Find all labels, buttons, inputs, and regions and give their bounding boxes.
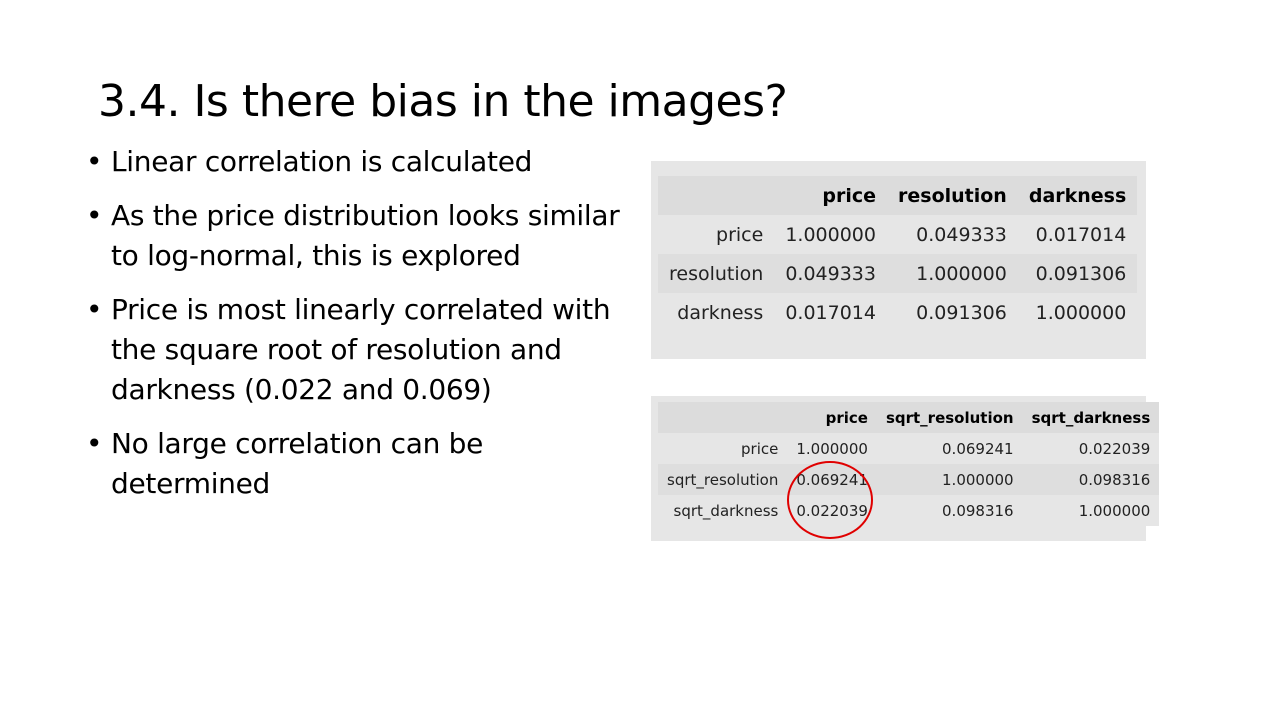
table-cell: 0.017014 (1017, 215, 1138, 254)
column-header: sqrt_darkness (1022, 402, 1160, 433)
row-label: sqrt_darkness (658, 495, 788, 526)
column-header (658, 402, 788, 433)
row-label: sqrt_resolution (658, 464, 788, 495)
bullet-glyph: • (86, 293, 103, 326)
bullet-text: Price is most linearly correlated with t… (111, 293, 611, 406)
table-cell: 0.091306 (887, 293, 1018, 332)
table-row: price 1.000000 0.069241 0.022039 (658, 433, 1160, 464)
slide-title: 3.4. Is there bias in the images? (98, 76, 788, 127)
column-header: price (787, 402, 877, 433)
table-cell: 0.022039 (1022, 433, 1160, 464)
table-cell: 1.000000 (787, 433, 877, 464)
table-header-row: price resolution darkness (658, 176, 1138, 215)
row-label: darkness (658, 293, 775, 332)
bullet-text: Linear correlation is calculated (111, 145, 533, 178)
table-row: resolution 0.049333 1.000000 0.091306 (658, 254, 1138, 293)
bullet-glyph: • (86, 199, 103, 232)
correlation-table: price resolution darkness price 1.000000… (658, 176, 1138, 332)
bullet-glyph: • (86, 145, 103, 178)
table-cell: 1.000000 (1017, 293, 1138, 332)
bullet-item: • Linear correlation is calculated (86, 142, 636, 182)
table-cell: 1.000000 (774, 215, 887, 254)
highlight-circle (787, 461, 873, 539)
table-cell: 0.017014 (774, 293, 887, 332)
column-header: price (774, 176, 887, 215)
column-header: darkness (1017, 176, 1138, 215)
table-cell: 0.091306 (1017, 254, 1138, 293)
bullet-text: As the price distribution looks similar … (111, 199, 620, 272)
sqrt-correlation-table: price sqrt_resolution sqrt_darkness pric… (658, 402, 1160, 526)
row-label: price (658, 215, 775, 254)
table-cell: 1.000000 (887, 254, 1018, 293)
column-header: resolution (887, 176, 1018, 215)
bullet-item: • No large correlation can be determined (86, 424, 636, 504)
bullet-glyph: • (86, 427, 103, 460)
row-label: resolution (658, 254, 775, 293)
table-cell: 0.098316 (1022, 464, 1160, 495)
table-header-row: price sqrt_resolution sqrt_darkness (658, 402, 1160, 433)
table-row: darkness 0.017014 0.091306 1.000000 (658, 293, 1138, 332)
table-cell: 1.000000 (876, 464, 1023, 495)
table-cell: 1.000000 (1022, 495, 1160, 526)
correlation-table-panel: price resolution darkness price 1.000000… (651, 161, 1146, 359)
table-cell: 0.098316 (876, 495, 1023, 526)
table-cell: 0.049333 (774, 254, 887, 293)
bullet-text: No large correlation can be determined (111, 427, 484, 500)
table-row: sqrt_resolution 0.069241 1.000000 0.0983… (658, 464, 1160, 495)
table-cell: 0.049333 (887, 215, 1018, 254)
sqrt-correlation-table-panel: price sqrt_resolution sqrt_darkness pric… (651, 396, 1160, 541)
bullet-item: • As the price distribution looks simila… (86, 196, 636, 276)
table-row: price 1.000000 0.049333 0.017014 (658, 215, 1138, 254)
bullet-list: • Linear correlation is calculated • As … (86, 142, 636, 518)
bullet-item: • Price is most linearly correlated with… (86, 290, 636, 410)
column-header (658, 176, 775, 215)
table-cell: 0.069241 (876, 433, 1023, 464)
column-header: sqrt_resolution (876, 402, 1023, 433)
table-row: sqrt_darkness 0.022039 0.098316 1.000000 (658, 495, 1160, 526)
row-label: price (658, 433, 788, 464)
